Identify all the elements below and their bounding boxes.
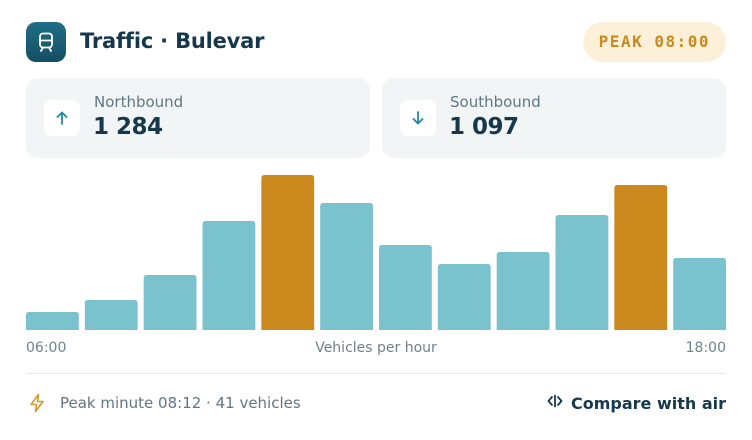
x-axis-title: Vehicles per hour [315, 340, 437, 356]
chart-svg [26, 175, 726, 330]
bar-10 [614, 185, 668, 330]
hourly-bar-chart [26, 170, 726, 330]
bar-3 [202, 221, 256, 330]
southbound-card: Southbound 1 097 [382, 78, 726, 158]
peak-badge: PEAK 08:00 [582, 22, 726, 62]
bar-4 [261, 175, 315, 330]
southbound-value: 1 097 [449, 114, 519, 140]
northbound-label: Northbound [94, 93, 184, 111]
x-axis-end-label: 18:00 [685, 340, 726, 356]
bar-2 [143, 275, 197, 330]
header: Traffic · Bulevar PEAK 08:00 [26, 22, 726, 62]
bar-11 [673, 258, 726, 330]
peak-minute-text: Peak minute 08:12 · 41 vehicles [60, 394, 301, 412]
chart-axis: 06:00 Vehicles per hour 18:00 [26, 340, 726, 360]
compare-label: Compare with air [570, 393, 726, 413]
compare-with-air-button[interactable]: Compare with air [547, 389, 726, 417]
lightning-icon [28, 393, 46, 417]
page-title: Traffic · Bulevar [80, 29, 265, 53]
arrow-up-icon [44, 100, 80, 136]
bar-6 [379, 245, 432, 330]
compare-arrows-icon [547, 393, 563, 413]
bar-8 [496, 252, 550, 330]
bar-5 [320, 203, 373, 330]
tram-icon [26, 22, 66, 62]
x-axis-start-label: 06:00 [26, 340, 67, 356]
arrow-down-icon [400, 100, 436, 136]
divider [26, 373, 726, 374]
footer: Peak minute 08:12 · 41 vehicles Compare … [26, 388, 726, 418]
northbound-value: 1 284 [93, 114, 163, 140]
bar-9 [555, 215, 609, 330]
northbound-card: Northbound 1 284 [26, 78, 370, 158]
southbound-label: Southbound [450, 93, 541, 111]
bar-0 [26, 312, 79, 330]
bar-7 [437, 264, 491, 330]
bar-1 [84, 300, 138, 330]
